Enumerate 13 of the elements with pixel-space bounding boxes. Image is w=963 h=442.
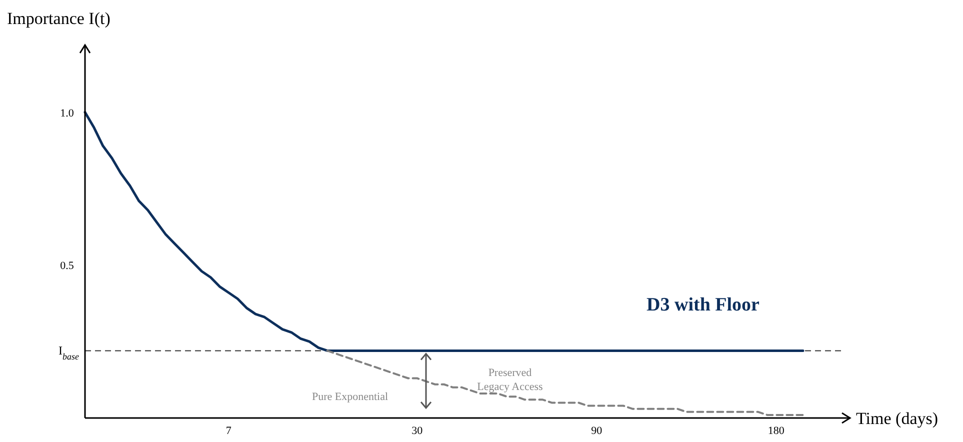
x-tick-label: 7 <box>226 425 232 437</box>
annotation: Pure Exponential <box>312 391 388 403</box>
x-axis-title: Time (days) <box>856 409 938 428</box>
x-tick-label: 90 <box>591 425 603 437</box>
line-series <box>84 111 804 352</box>
series-label: D3 with Floor <box>646 294 760 316</box>
y-tick-label: 0.5 <box>60 260 74 272</box>
y-tick-label: 1.0 <box>60 107 74 120</box>
annotation: Preserved Legacy Access <box>477 367 543 393</box>
x-tick-label: 180 <box>768 425 785 437</box>
ref-line-label: I$_{base}$ <box>58 344 79 362</box>
y-axis-title: Importance I(t) <box>7 9 110 28</box>
x-tick-label: 30 <box>412 425 424 437</box>
